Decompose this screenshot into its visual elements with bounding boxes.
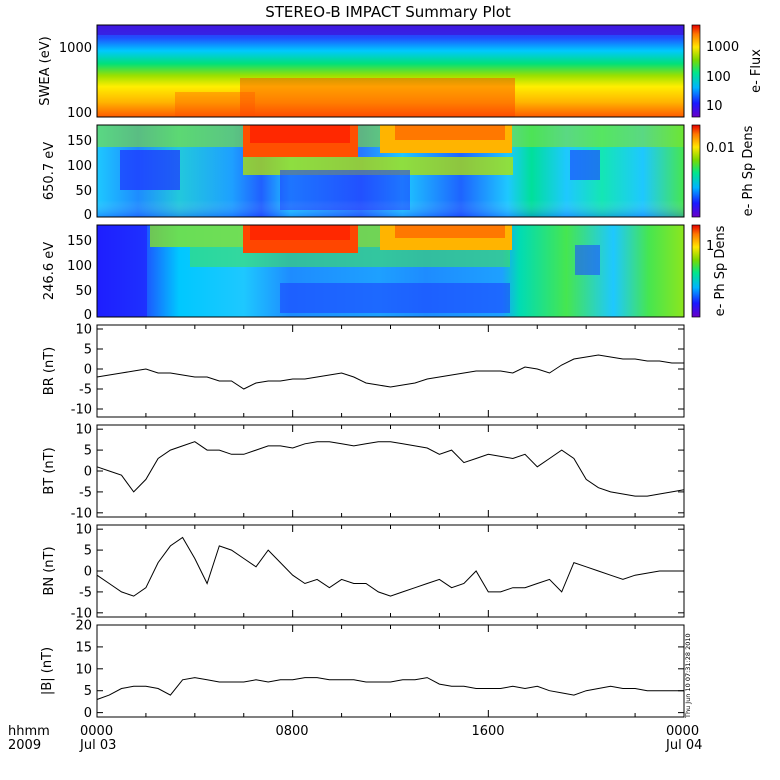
plot-frame: [96, 624, 685, 718]
y-tick-label: 10: [75, 523, 92, 538]
x-tick-label: 0000: [80, 724, 113, 739]
swea-spectrogram: [97, 25, 684, 117]
y-tick-label: -10: [71, 506, 92, 521]
pad650-cbar-tick: 0.01: [706, 141, 735, 156]
panel-bmag: 20 15 10 5 0 |B| (nT): [40, 619, 685, 721]
y-tick-label: 10: [75, 323, 92, 338]
pad246-colorbar: [691, 224, 701, 318]
panel-pad-246: 246.6 eV 150 100 50 0 1 e- Ph Sp Dens: [42, 224, 728, 323]
y-tick-label: -5: [79, 485, 92, 500]
y-axis-label: |B| (nT): [40, 647, 55, 695]
panel-bt: 10 5 0 -5 -10 BT (nT): [42, 423, 685, 521]
swea-cbar-label: e- Flux: [749, 49, 764, 93]
swea-cbar-tick: 100: [706, 70, 731, 85]
x-tick-date: Jul 04: [665, 738, 702, 753]
panel-swea: SWEA (eV) 1000 100 1000 100 10 e- Flux: [38, 24, 764, 121]
pad246-ytick: 50: [75, 284, 92, 299]
y-axis-label: BR (nT): [42, 347, 57, 395]
pad246-ylabel: 246.6 eV: [42, 242, 57, 300]
swea-ytick: 100: [67, 106, 92, 121]
pad246-ytick: 100: [67, 259, 92, 274]
pad650-colorbar: [691, 124, 701, 218]
y-tick-label: -10: [71, 606, 92, 621]
x-tick-label: 0000: [666, 724, 699, 739]
y-tick-label: 0: [84, 363, 92, 378]
timestamp: Thu Jun 10 07:31:28 2010: [684, 633, 692, 719]
panel-br: 10 5 0 -5 -10 BR (nT): [42, 323, 685, 418]
series-line: [96, 441, 685, 497]
y-tick-label: 5: [84, 343, 92, 358]
swea-cbar-tick: 1000: [706, 40, 739, 55]
y-tick-label: 5: [84, 544, 92, 559]
x-tick-date: Jul 03: [79, 738, 116, 753]
swea-cbar-tick: 10: [706, 99, 723, 114]
x-tick-label: 0800: [275, 724, 308, 739]
pad246-ytick: 0: [84, 308, 92, 323]
series-line: [96, 354, 684, 390]
y-tick-label: -10: [71, 403, 92, 418]
y-tick-label: 20: [75, 619, 92, 634]
y-tick-label: 0: [84, 706, 92, 721]
pad650-ytick: 100: [67, 159, 92, 174]
plot-title: STEREO-B IMPACT Summary Plot: [265, 3, 511, 21]
pad246-cbar-label: e- Ph Sp Dens: [713, 225, 728, 316]
pad246-cbar-tick: 1: [706, 239, 714, 254]
x-tick-label: 1600: [471, 724, 504, 739]
year-label: 2009: [8, 738, 41, 753]
plot-frame: [96, 524, 685, 618]
y-tick-label: 0: [84, 465, 92, 480]
hhmm-label: hhmm: [8, 724, 50, 739]
swea-ylabel: SWEA (eV): [38, 36, 53, 105]
pad650-ytick: 0: [84, 208, 92, 223]
y-tick-label: 5: [84, 684, 92, 699]
y-tick-label: 10: [75, 423, 92, 438]
pad650-ytick: 150: [67, 134, 92, 149]
pad650-ytick: 50: [75, 184, 92, 199]
y-tick-label: 5: [84, 444, 92, 459]
y-tick-label: 10: [75, 662, 92, 677]
panel-bn: 10 5 0 -5 -10 BN (nT): [42, 523, 685, 621]
y-axis-label: BN (nT): [42, 546, 57, 595]
plot-frame: [96, 324, 685, 418]
series-line: [96, 677, 684, 700]
series-line: [96, 536, 684, 597]
y-axis-label: BT (nT): [42, 447, 57, 494]
pad650-ylabel: 650.7 eV: [42, 142, 57, 200]
swea-colorbar: [691, 24, 701, 118]
y-tick-label: -5: [79, 383, 92, 398]
x-axis: 0000 Jul 03 0800 1600 0000 Jul 04 hhmm 2…: [8, 724, 702, 753]
plot-frame: [96, 424, 685, 518]
pad246-ytick: 150: [67, 234, 92, 249]
y-tick-label: 15: [75, 640, 92, 655]
y-tick-label: 0: [84, 565, 92, 580]
pad650-cbar-label: e- Ph Sp Dens: [741, 125, 756, 216]
panel-pad-650: 650.7 eV 150 100 50 0 0.01 e- Ph Sp Dens: [42, 124, 756, 223]
swea-ytick: 1000: [59, 41, 92, 56]
y-tick-label: -5: [79, 585, 92, 600]
